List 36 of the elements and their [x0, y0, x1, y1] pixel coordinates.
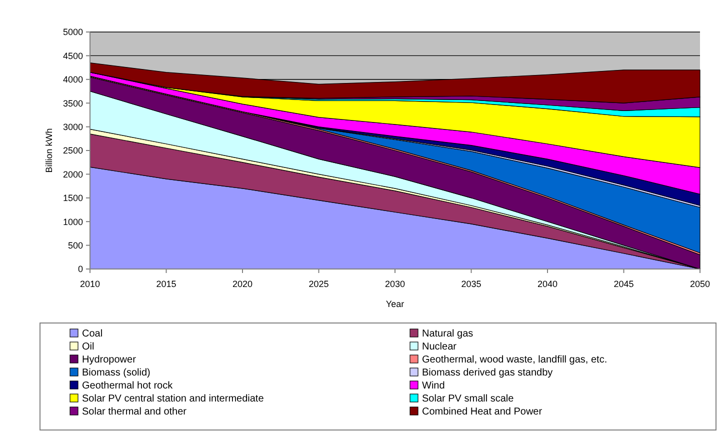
x-tick-label: 2045: [614, 279, 634, 289]
legend-label: Biomass (solid): [82, 368, 150, 378]
legend-label: Solar PV central station and intermediate: [82, 394, 264, 404]
legend-label: Geothermal hot rock: [82, 380, 174, 392]
y-tick-label: 3000: [62, 122, 83, 132]
x-tick-label: 2020: [232, 279, 253, 289]
x-tick-label: 2025: [308, 279, 329, 289]
legend-label: Nuclear: [422, 342, 458, 352]
x-tick-label: 2030: [384, 279, 406, 289]
y-tick-label: 2000: [62, 169, 83, 180]
x-tick-label: 2040: [537, 279, 558, 289]
legend-label: Biomass derived gas standby: [422, 368, 553, 378]
legend-label: Solar thermal and other: [82, 406, 188, 418]
y-tick-label: 4500: [62, 50, 83, 61]
x-tick-label: 2010: [80, 279, 100, 289]
legend-label: Oil: [82, 342, 94, 352]
y-tick-label: 2500: [62, 146, 83, 156]
y-tick-label: 500: [68, 240, 83, 250]
legend-label: Solar PV small scale: [422, 394, 514, 404]
x-tick-label: 2035: [461, 279, 482, 289]
x-axis-title: Year: [386, 299, 404, 309]
x-tick-label: 2015: [156, 279, 176, 289]
y-axis-title: Billion kWh: [44, 128, 54, 173]
legend-label: Combined Heat and Power: [422, 406, 543, 418]
y-tick-label: 1500: [62, 193, 83, 204]
legend-label: Wind: [422, 380, 445, 392]
legend-label: Hydropower: [82, 354, 137, 366]
legend-label: Natural gas: [422, 328, 474, 340]
legend-label: Geothermal, wood waste, landfill gas, etc.: [422, 354, 608, 366]
y-tick-label: 4000: [62, 74, 83, 85]
x-tick-label: 2050: [690, 279, 710, 289]
y-tick-label: 5000: [62, 27, 83, 38]
y-tick-label: 3500: [62, 98, 83, 108]
y-tick-label: 1000: [62, 216, 83, 227]
legend-label: Coal: [82, 328, 103, 340]
y-tick-label: 0: [78, 264, 83, 274]
